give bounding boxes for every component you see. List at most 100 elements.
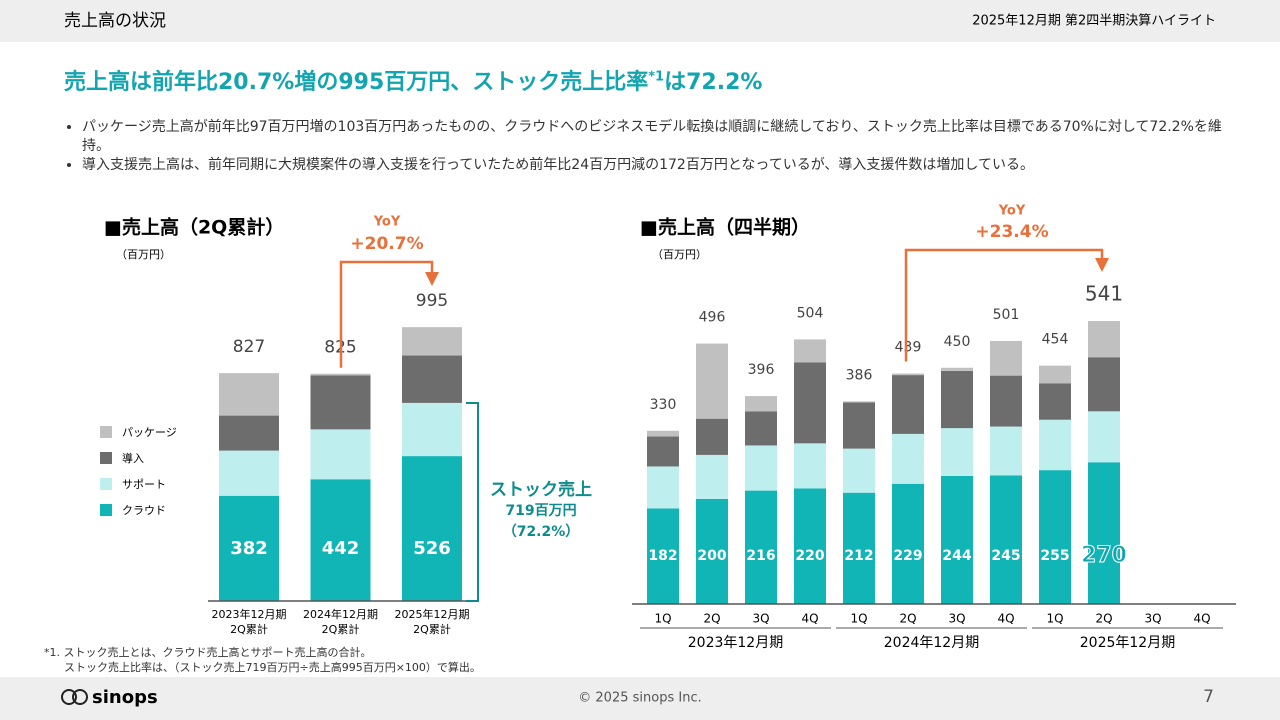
segment-label: 382 xyxy=(230,538,268,559)
stock-label: （72.2%） xyxy=(503,524,580,540)
total-label: 541 xyxy=(1085,282,1123,306)
bar-segment xyxy=(990,340,1022,376)
bar-segment xyxy=(892,375,924,434)
footnote-line: *1. ストック売上とは、クラウド売上高とサポート売上高の合計。 xyxy=(44,646,372,659)
x-tick-label: 2Q累計 xyxy=(230,622,268,636)
group-label: 2023年12月期 xyxy=(688,635,783,651)
chart-title: ■売上高（2Q累計） xyxy=(104,216,284,239)
total-label: 827 xyxy=(233,337,265,357)
x-tick-label: 1Q xyxy=(1046,612,1063,626)
bar-segment xyxy=(1088,462,1120,604)
bullet: 導入支援売上高は、前年同期に大規模案件の導入支援を行っていたため前年比24百万円… xyxy=(82,156,1242,175)
bar-segment xyxy=(696,454,728,499)
period: 2025年12月期 第2四半期決算ハイライト xyxy=(972,14,1216,29)
bar-segment xyxy=(1088,321,1120,358)
segment-label: 245 xyxy=(991,548,1020,564)
bar-segment xyxy=(1039,470,1071,604)
bar-segment xyxy=(310,375,371,430)
bar-segment xyxy=(843,402,875,449)
unit-label: （百万円） xyxy=(116,248,171,261)
bar-segment xyxy=(892,433,924,484)
segment-label: 229 xyxy=(893,548,922,564)
x-tick-label: 1Q xyxy=(850,612,867,626)
total-label: 454 xyxy=(1042,332,1069,348)
yoy-value: +20.7% xyxy=(350,234,423,254)
total-label: 496 xyxy=(699,310,726,326)
bar-segment xyxy=(892,483,924,604)
x-tick-label: 2Q xyxy=(899,612,916,626)
bar-segment xyxy=(990,475,1022,604)
bar-segment xyxy=(402,456,462,601)
legend-swatch xyxy=(100,452,112,464)
yoy-value: +23.4% xyxy=(975,222,1048,242)
section-title: 売上高の状況 xyxy=(64,11,166,31)
bar-segment xyxy=(219,495,279,601)
bar-segment xyxy=(1039,383,1071,420)
bullet: パッケージ売上高が前年比97百万円増の103百万円あったものの、クラウドへのビジ… xyxy=(82,118,1242,156)
segment-label: 182 xyxy=(648,548,677,564)
bar-segment xyxy=(402,402,462,457)
bar-segment xyxy=(990,426,1022,476)
total-label: 439 xyxy=(895,340,922,356)
bar-segment xyxy=(745,445,777,491)
bar-segment xyxy=(941,370,973,429)
bar-segment xyxy=(941,367,973,371)
bar-segment xyxy=(647,508,679,604)
bar-segment xyxy=(696,418,728,455)
total-label: 330 xyxy=(650,397,677,413)
bar-segment xyxy=(794,339,826,363)
bar-segment xyxy=(745,411,777,446)
total-label: 504 xyxy=(797,305,824,321)
segment-label: 442 xyxy=(322,538,360,559)
yoy-label: YoY xyxy=(998,204,1026,219)
legend-label: 導入 xyxy=(122,451,144,465)
bar-segment xyxy=(990,375,1022,427)
x-tick-label: 2Q xyxy=(1095,612,1112,626)
legend-swatch xyxy=(100,504,112,516)
x-tick-label: 2Q累計 xyxy=(322,622,360,636)
x-tick-label: 2Q xyxy=(703,612,720,626)
total-label: 450 xyxy=(944,334,971,350)
arrow-head xyxy=(425,272,439,286)
footnote: *1. ストック売上とは、クラウド売上高とサポート売上高の合計。ストック売上比率… xyxy=(44,645,481,675)
bar-segment xyxy=(745,396,777,412)
bar-segment xyxy=(1039,419,1071,471)
bar-segment xyxy=(310,429,371,480)
headline: 売上高は前年比20.7%増の995百万円、ストック売上比率*1は72.2% xyxy=(64,64,762,96)
arrow-head xyxy=(1095,258,1109,272)
total-label: 386 xyxy=(846,367,873,383)
logo: sinops xyxy=(92,687,158,708)
logo-mark xyxy=(61,689,88,705)
legend-swatch xyxy=(100,478,112,490)
bar-segment xyxy=(1088,357,1120,412)
segment-label: 220 xyxy=(795,548,824,564)
copyright: © 2025 sinops Inc. xyxy=(578,691,701,706)
footnote-line: ストック売上比率は、（ストック売上719百万円÷売上高995百万円×100）で算… xyxy=(64,661,481,674)
group-label: 2025年12月期 xyxy=(1080,635,1175,651)
bar-segment xyxy=(219,450,279,496)
bar-segment xyxy=(745,490,777,604)
bar-segment xyxy=(647,430,679,437)
bar-segment xyxy=(647,466,679,509)
bar-segment xyxy=(1088,411,1120,463)
yoy-arrow xyxy=(339,260,434,368)
headline-text: は72.2% xyxy=(664,70,763,95)
segment-label: 216 xyxy=(746,548,775,564)
bar-segment xyxy=(892,373,924,376)
total-label: 396 xyxy=(748,362,775,378)
stock-label: 719百万円 xyxy=(505,503,576,519)
bar-segment xyxy=(941,428,973,476)
stock-bracket xyxy=(466,402,479,602)
page-number: 7 xyxy=(1203,687,1214,707)
total-label: 501 xyxy=(993,307,1020,323)
bar-segment xyxy=(1039,365,1071,384)
segment-label: 270 xyxy=(1081,543,1127,568)
bar-segment xyxy=(794,443,826,489)
bar-segment xyxy=(310,373,371,376)
bar-segment xyxy=(843,448,875,493)
legend-label: パッケージ xyxy=(122,426,177,439)
segment-label: 244 xyxy=(942,548,971,564)
group-label: 2024年12月期 xyxy=(884,635,979,651)
